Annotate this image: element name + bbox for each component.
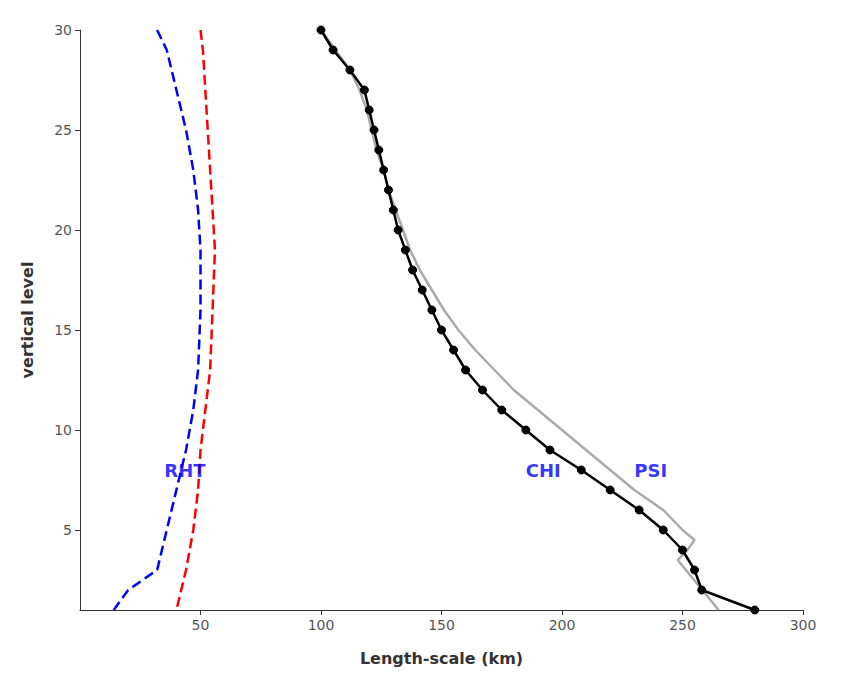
svg-text:50: 50 bbox=[192, 617, 210, 633]
svg-text:100: 100 bbox=[308, 617, 335, 633]
svg-text:25: 25 bbox=[54, 122, 72, 138]
svg-text:10: 10 bbox=[54, 422, 72, 438]
svg-text:5: 5 bbox=[63, 522, 72, 538]
svg-text:Length-scale (km): Length-scale (km) bbox=[360, 649, 523, 668]
svg-text:vertical level: vertical level bbox=[18, 262, 37, 379]
svg-text:250: 250 bbox=[669, 617, 696, 633]
svg-text:15: 15 bbox=[54, 322, 72, 338]
svg-text:CHI: CHI bbox=[526, 460, 561, 481]
svg-text:150: 150 bbox=[428, 617, 455, 633]
svg-text:PSI: PSI bbox=[634, 460, 667, 481]
svg-text:200: 200 bbox=[549, 617, 576, 633]
svg-text:300: 300 bbox=[790, 617, 817, 633]
svg-text:RHT: RHT bbox=[164, 460, 206, 481]
svg-text:30: 30 bbox=[54, 22, 72, 38]
svg-text:20: 20 bbox=[54, 222, 72, 238]
